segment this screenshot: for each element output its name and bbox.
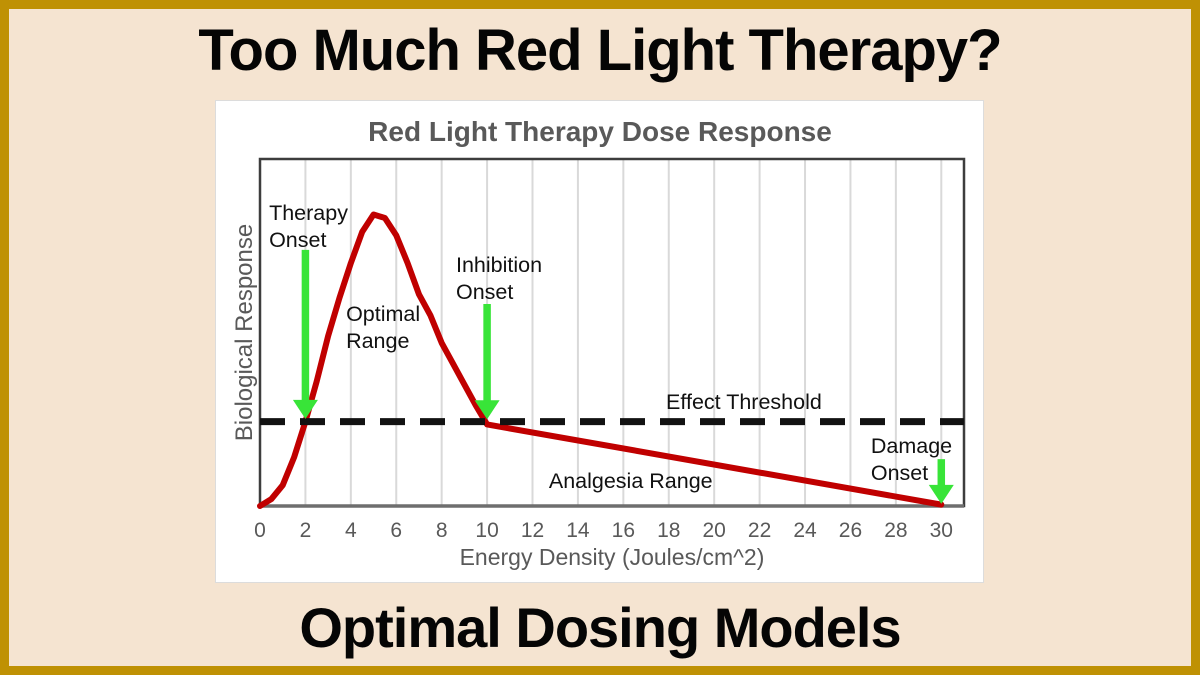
analgesia-range-label: Analgesia Range: [549, 469, 713, 493]
effect-threshold-label-label: Effect Threshold: [666, 390, 822, 414]
damage-onset-down-arrow-icon: [928, 484, 954, 504]
inhibition-onset-label: Inhibition: [456, 253, 542, 277]
dose-response-chart: Therapy Onset Optimal Range Inhibition Onset E…: [231, 116, 966, 570]
x-axis-title: Energy Density (Joules/cm^2): [460, 544, 765, 570]
x-tick-label: 2: [300, 519, 312, 542]
x-tick-label: 20: [703, 519, 726, 542]
therapy-onset-down-arrow-icon: [292, 399, 318, 419]
x-tick-label: 22: [748, 519, 771, 542]
y-axis-title: Biological Response: [231, 224, 258, 441]
x-tick-label: 18: [657, 519, 680, 542]
x-tick-label: 26: [839, 519, 862, 542]
damage-onset-label: Onset: [871, 461, 928, 485]
x-tick-label: 28: [884, 519, 907, 542]
x-tick-label: 24: [793, 519, 817, 542]
x-tick-label: 12: [521, 519, 544, 542]
therapy-onset-label: Onset: [269, 228, 326, 252]
x-tick-label: 4: [345, 519, 357, 542]
main-title: Too Much Red Light Therapy?: [198, 18, 1002, 83]
x-tick-label: 14: [566, 519, 590, 542]
optimal-range-label: Optimal: [346, 302, 420, 326]
x-tick-label: 6: [390, 519, 402, 542]
dose-response-curve: [257, 211, 945, 509]
therapy-onset-label: Therapy: [269, 201, 348, 225]
x-tick-label: 10: [475, 519, 498, 542]
optimal-range-label: Range: [346, 329, 409, 353]
inhibition-onset-down-arrow-icon: [474, 400, 500, 420]
chart-title: Red Light Therapy Dose Response: [368, 116, 832, 147]
x-tick-label: 30: [930, 519, 953, 542]
x-tick-label: 16: [612, 519, 635, 542]
x-tick-label: 0: [254, 519, 266, 542]
damage-onset-label: Damage: [871, 434, 952, 458]
chart-panel: Therapy Onset Optimal Range Inhibition Onset E…: [215, 100, 984, 583]
inhibition-onset-label: Onset: [456, 280, 513, 304]
subtitle: Optimal Dosing Models: [299, 596, 901, 659]
x-tick-label: 8: [436, 519, 448, 542]
